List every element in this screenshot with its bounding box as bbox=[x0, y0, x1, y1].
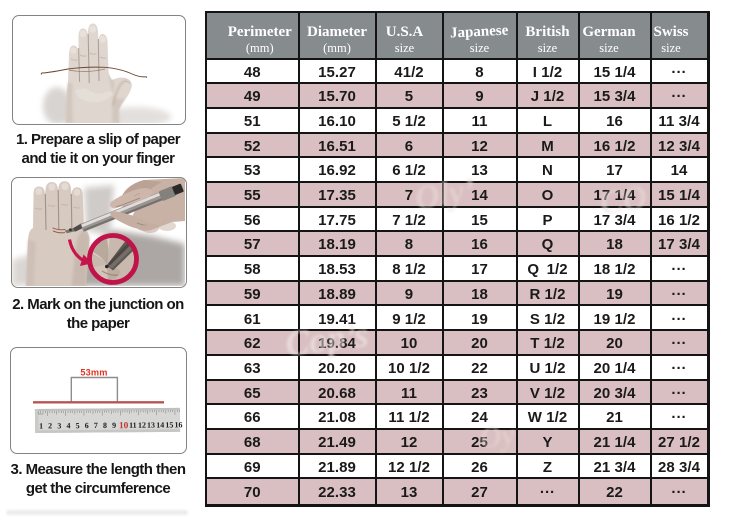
svg-text:53mm: 53mm bbox=[80, 368, 107, 378]
svg-text:16: 16 bbox=[175, 420, 183, 429]
svg-text:14: 14 bbox=[156, 421, 164, 430]
svg-text:12: 12 bbox=[138, 421, 146, 430]
svg-text:9: 9 bbox=[112, 421, 116, 430]
svg-text:1: 1 bbox=[39, 421, 43, 430]
svg-text:3: 3 bbox=[57, 421, 61, 430]
svg-text:15: 15 bbox=[165, 420, 173, 429]
svg-text:cm: cm bbox=[39, 412, 44, 416]
svg-text:5: 5 bbox=[76, 421, 80, 430]
svg-text:11: 11 bbox=[129, 421, 137, 430]
svg-text:8: 8 bbox=[103, 421, 107, 430]
svg-text:10: 10 bbox=[119, 421, 129, 431]
svg-text:13: 13 bbox=[147, 421, 155, 430]
svg-text:6: 6 bbox=[85, 421, 89, 430]
svg-text:2: 2 bbox=[48, 421, 52, 430]
svg-text:7: 7 bbox=[94, 421, 98, 430]
svg-text:4: 4 bbox=[66, 421, 70, 430]
